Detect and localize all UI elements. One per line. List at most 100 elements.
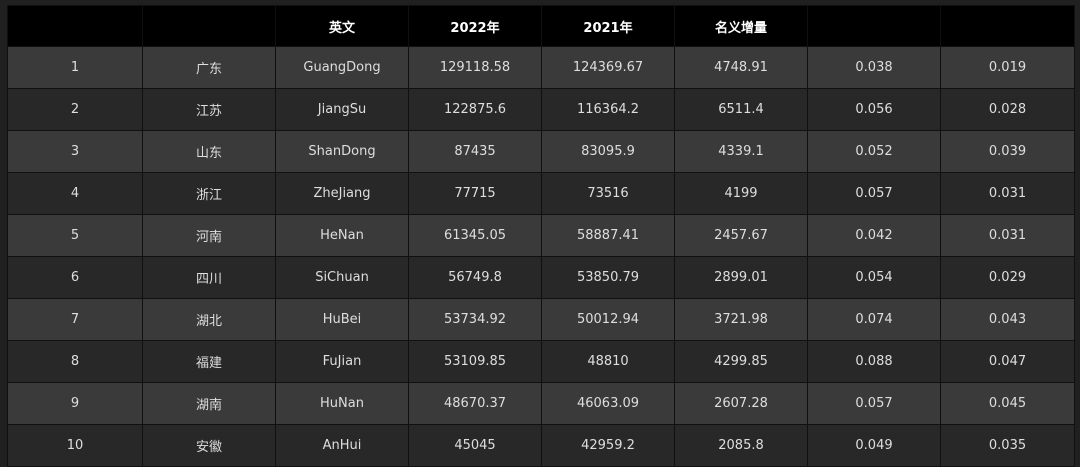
nominal-increase-cell: 4199 (674, 172, 808, 215)
rate-cell: 0.088 (807, 340, 941, 383)
last-column-cell: 0.031 (940, 172, 1075, 215)
gdp-2022-cell: 53734.92 (408, 298, 542, 341)
last-column-cell: 0.031 (940, 214, 1075, 257)
header-last-column (940, 5, 1075, 47)
nominal-increase-cell: 4748.91 (674, 46, 808, 89)
english-name-cell: ShanDong (275, 130, 409, 173)
province-cell: 山东 (142, 130, 276, 173)
rank-cell: 10 (7, 424, 143, 467)
header-province (142, 5, 276, 47)
table-row: 9 湖南 HuNan 48670.37 46063.09 2607.28 0.057 0.04… (7, 382, 1075, 425)
header-2021: 2021年 (541, 5, 675, 47)
rate-cell: 0.049 (807, 424, 941, 467)
rate-cell: 0.057 (807, 382, 941, 425)
gdp-2021-cell: 48810 (541, 340, 675, 383)
rank-cell: 1 (7, 46, 143, 89)
nominal-increase-cell: 2457.67 (674, 214, 808, 257)
rank-cell: 4 (7, 172, 143, 215)
rate-cell: 0.074 (807, 298, 941, 341)
gdp-2021-cell: 73516 (541, 172, 675, 215)
last-column-cell: 0.019 (940, 46, 1075, 89)
gdp-2022-cell: 77715 (408, 172, 542, 215)
table-row: 6 四川 SiChuan 56749.8 53850.79 2899.01 0.054 0.0… (7, 256, 1075, 299)
header-nominal-increase: 名义增量 (674, 5, 808, 47)
gdp-2022-cell: 53109.85 (408, 340, 542, 383)
nominal-increase-cell: 6511.4 (674, 88, 808, 131)
rank-cell: 3 (7, 130, 143, 173)
province-cell: 四川 (142, 256, 276, 299)
english-name-cell: SiChuan (275, 256, 409, 299)
gdp-2021-cell: 124369.67 (541, 46, 675, 89)
province-cell: 湖南 (142, 382, 276, 425)
english-name-cell: JiangSu (275, 88, 409, 131)
table-row: 3 山东 ShanDong 87435 83095.9 4339.1 0.052 0.039 (7, 130, 1075, 173)
rate-cell: 0.052 (807, 130, 941, 173)
gdp-2022-cell: 87435 (408, 130, 542, 173)
english-name-cell: AnHui (275, 424, 409, 467)
nominal-increase-cell: 4299.85 (674, 340, 808, 383)
rank-cell: 6 (7, 256, 143, 299)
rate-cell: 0.054 (807, 256, 941, 299)
header-english: 英文 (275, 5, 409, 47)
last-column-cell: 0.035 (940, 424, 1075, 467)
rate-cell: 0.056 (807, 88, 941, 131)
province-cell: 江苏 (142, 88, 276, 131)
table-body: 1 广东 GuangDong 129118.58 124369.67 4748.91 0.0… (7, 46, 1075, 467)
rate-cell: 0.042 (807, 214, 941, 257)
english-name-cell: HeNan (275, 214, 409, 257)
english-name-cell: HuBei (275, 298, 409, 341)
rank-cell: 8 (7, 340, 143, 383)
province-cell: 福建 (142, 340, 276, 383)
header-growth-rate (807, 5, 941, 47)
table-row: 10 安徽 AnHui 45045 42959.2 2085.8 0.049 0.035 (7, 424, 1075, 467)
table-row: 2 江苏 JiangSu 122875.6 116364.2 6511.4 0.056 0.0… (7, 88, 1075, 131)
table-header-row: 英文 2022年 2021年 名义增量 (7, 5, 1075, 47)
gdp-2021-cell: 50012.94 (541, 298, 675, 341)
province-cell: 河南 (142, 214, 276, 257)
province-cell: 湖北 (142, 298, 276, 341)
gdp-2022-cell: 48670.37 (408, 382, 542, 425)
province-cell: 广东 (142, 46, 276, 89)
province-cell: 浙江 (142, 172, 276, 215)
table-row: 1 广东 GuangDong 129118.58 124369.67 4748.91 0.0… (7, 46, 1075, 89)
rank-cell: 9 (7, 382, 143, 425)
nominal-increase-cell: 2607.28 (674, 382, 808, 425)
rank-cell: 2 (7, 88, 143, 131)
last-column-cell: 0.045 (940, 382, 1075, 425)
nominal-increase-cell: 3721.98 (674, 298, 808, 341)
gdp-2021-cell: 83095.9 (541, 130, 675, 173)
province-cell: 安徽 (142, 424, 276, 467)
header-2022: 2022年 (408, 5, 542, 47)
gdp-2022-cell: 122875.6 (408, 88, 542, 131)
gdp-2022-cell: 56749.8 (408, 256, 542, 299)
gdp-2021-cell: 58887.41 (541, 214, 675, 257)
nominal-increase-cell: 2899.01 (674, 256, 808, 299)
gdp-2021-cell: 46063.09 (541, 382, 675, 425)
header-rank (7, 5, 143, 47)
last-column-cell: 0.029 (940, 256, 1075, 299)
gdp-2022-cell: 129118.58 (408, 46, 542, 89)
rank-cell: 5 (7, 214, 143, 257)
gdp-2021-cell: 116364.2 (541, 88, 675, 131)
english-name-cell: HuNan (275, 382, 409, 425)
english-name-cell: ZheJiang (275, 172, 409, 215)
table-row: 8 福建 FuJian 53109.85 48810 4299.85 0.088 0.047 (7, 340, 1075, 383)
last-column-cell: 0.039 (940, 130, 1075, 173)
rate-cell: 0.038 (807, 46, 941, 89)
table-row: 5 河南 HeNan 61345.05 58887.41 2457.67 0.042 0.03… (7, 214, 1075, 257)
table-row: 4 浙江 ZheJiang 77715 73516 4199 0.057 0.031 (7, 172, 1075, 215)
last-column-cell: 0.043 (940, 298, 1075, 341)
english-name-cell: GuangDong (275, 46, 409, 89)
rank-cell: 7 (7, 298, 143, 341)
nominal-increase-cell: 2085.8 (674, 424, 808, 467)
nominal-increase-cell: 4339.1 (674, 130, 808, 173)
gdp-2021-cell: 53850.79 (541, 256, 675, 299)
gdp-2021-cell: 42959.2 (541, 424, 675, 467)
last-column-cell: 0.028 (940, 88, 1075, 131)
english-name-cell: FuJian (275, 340, 409, 383)
table-row: 7 湖北 HuBei 53734.92 50012.94 3721.98 0.074 0.04… (7, 298, 1075, 341)
gdp-ranking-table: 英文 2022年 2021年 名义增量 1 广东 GuangDong 129118.5… (7, 5, 1075, 467)
last-column-cell: 0.047 (940, 340, 1075, 383)
gdp-2022-cell: 61345.05 (408, 214, 542, 257)
